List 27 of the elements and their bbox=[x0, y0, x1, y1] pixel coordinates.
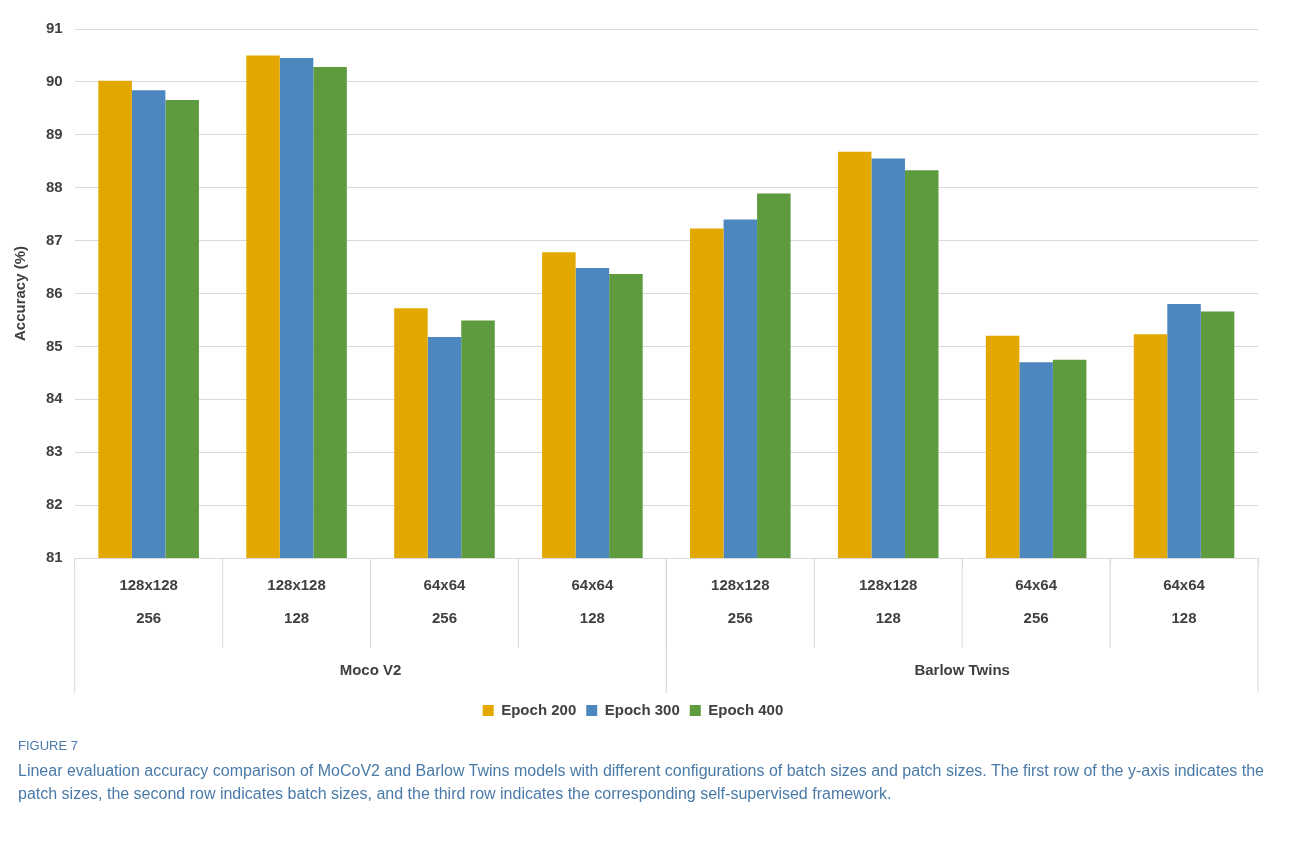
text: FIGURE 7 bbox=[18, 738, 79, 753]
text: Moco V2 bbox=[339, 661, 402, 679]
y-tick-label: 82 bbox=[46, 495, 63, 513]
x-tick-label: 64x64 256 bbox=[423, 575, 466, 626]
x-tick-label: 128x128 256 bbox=[711, 575, 770, 626]
text: Linear evaluation accuracy comparison of MoCoV2 and Barlow Twins models with different configurations of batch sizes and patch sizes. The first row of the y-axis indicates the patch sizes, the second row indicates batch sizes, and the third row indicates the corresponding self-supervised framework. bbox=[18, 761, 1265, 805]
legend-label: Epoch 300 bbox=[604, 700, 680, 718]
x-tick-label: 64x64 256 bbox=[1015, 575, 1058, 626]
y-tick-label: 87 bbox=[46, 230, 63, 248]
y-tick-label: 81 bbox=[46, 548, 63, 566]
y-tick-label: 83 bbox=[46, 442, 63, 460]
y-tick-label: 91 bbox=[46, 19, 63, 37]
y-tick-label: 88 bbox=[46, 177, 63, 195]
y-tick-label: 86 bbox=[46, 283, 63, 301]
x-tick-label: 128x128 256 bbox=[119, 575, 178, 626]
legend-label: Epoch 400 bbox=[708, 700, 784, 718]
legend-label: Epoch 200 bbox=[501, 700, 577, 718]
x-tick-label: 64x64 128 bbox=[571, 575, 614, 626]
x-tick-label: 64x64 128 bbox=[1163, 575, 1206, 626]
y-tick-label: 90 bbox=[46, 72, 63, 90]
text: Barlow Twins bbox=[914, 661, 1010, 679]
y-tick-label: 85 bbox=[46, 336, 63, 354]
y-tick-label: 89 bbox=[46, 124, 63, 142]
y-axis-title: Accuracy (%) bbox=[11, 245, 29, 342]
x-tick-label: 128x128 128 bbox=[859, 575, 918, 626]
y-tick-label: 84 bbox=[46, 389, 64, 407]
x-tick-label: 128x128 128 bbox=[267, 575, 326, 626]
